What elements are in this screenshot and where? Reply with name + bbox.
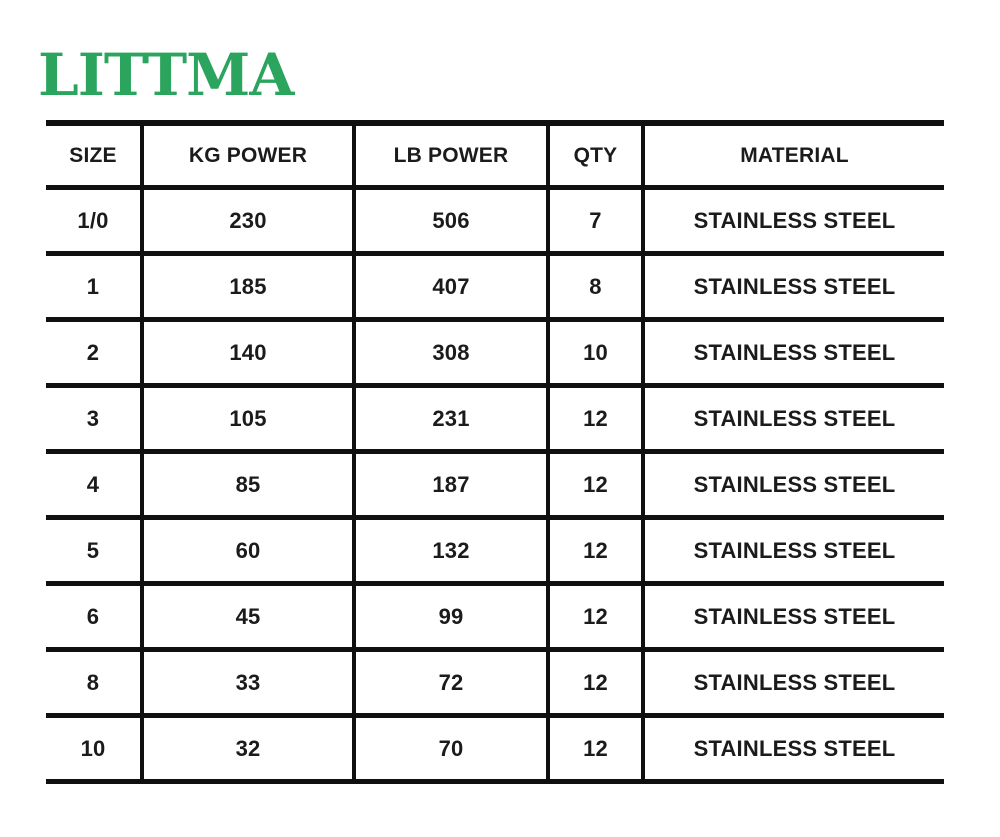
- cell-qty: 12: [548, 583, 645, 652]
- cell-kg-power: 45: [142, 583, 356, 652]
- cell-lb-power: 70: [354, 715, 550, 784]
- cell-qty: 12: [548, 451, 645, 520]
- cell-lb-power: 132: [354, 517, 550, 586]
- table-row: 1 185 407 8 STAINLESS STEEL: [46, 253, 944, 322]
- spec-table: SIZE KG POWER LB POWER QTY MATERIAL 1/0 …: [46, 120, 944, 784]
- cell-size: 10: [46, 715, 144, 784]
- cell-lb-power: 231: [354, 385, 550, 454]
- cell-material: STAINLESS STEEL: [643, 649, 944, 718]
- cell-kg-power: 85: [142, 451, 356, 520]
- cell-material: STAINLESS STEEL: [643, 319, 944, 388]
- cell-qty: 12: [548, 385, 645, 454]
- cell-size: 1: [46, 253, 144, 322]
- table-row: 3 105 231 12 STAINLESS STEEL: [46, 385, 944, 454]
- table-row: 1/0 230 506 7 STAINLESS STEEL: [46, 187, 944, 256]
- table-row: 4 85 187 12 STAINLESS STEEL: [46, 451, 944, 520]
- cell-size: 8: [46, 649, 144, 718]
- table-row: 10 32 70 12 STAINLESS STEEL: [46, 715, 944, 784]
- brand-title: LITTMA: [38, 41, 294, 109]
- cell-lb-power: 72: [354, 649, 550, 718]
- cell-material: STAINLESS STEEL: [643, 253, 944, 322]
- cell-size: 6: [46, 583, 144, 652]
- cell-kg-power: 33: [142, 649, 356, 718]
- cell-lb-power: 308: [354, 319, 550, 388]
- cell-material: STAINLESS STEEL: [643, 517, 944, 586]
- cell-kg-power: 140: [142, 319, 356, 388]
- cell-qty: 12: [548, 517, 645, 586]
- cell-lb-power: 99: [354, 583, 550, 652]
- cell-kg-power: 185: [142, 253, 356, 322]
- cell-material: STAINLESS STEEL: [643, 715, 944, 784]
- table-row: 8 33 72 12 STAINLESS STEEL: [46, 649, 944, 718]
- column-header-kg-power: KG POWER: [142, 123, 356, 190]
- cell-size: 1/0: [46, 187, 144, 256]
- cell-lb-power: 407: [354, 253, 550, 322]
- cell-material: STAINLESS STEEL: [643, 583, 944, 652]
- header-row: SIZE KG POWER LB POWER QTY MATERIAL: [46, 123, 944, 190]
- cell-size: 5: [46, 517, 144, 586]
- cell-qty: 12: [548, 649, 645, 718]
- cell-qty: 8: [548, 253, 645, 322]
- cell-kg-power: 32: [142, 715, 356, 784]
- cell-material: STAINLESS STEEL: [643, 385, 944, 454]
- cell-material: STAINLESS STEEL: [643, 451, 944, 520]
- cell-size: 4: [46, 451, 144, 520]
- cell-size: 2: [46, 319, 144, 388]
- table-row: 6 45 99 12 STAINLESS STEEL: [46, 583, 944, 652]
- cell-qty: 12: [548, 715, 645, 784]
- column-header-size: SIZE: [46, 123, 144, 190]
- table-row: 2 140 308 10 STAINLESS STEEL: [46, 319, 944, 388]
- cell-lb-power: 187: [354, 451, 550, 520]
- column-header-lb-power: LB POWER: [354, 123, 550, 190]
- cell-kg-power: 230: [142, 187, 356, 256]
- column-header-material: MATERIAL: [643, 123, 944, 190]
- cell-kg-power: 60: [142, 517, 356, 586]
- column-header-qty: QTY: [548, 123, 645, 190]
- cell-qty: 10: [548, 319, 645, 388]
- cell-kg-power: 105: [142, 385, 356, 454]
- table-row: 5 60 132 12 STAINLESS STEEL: [46, 517, 944, 586]
- cell-qty: 7: [548, 187, 645, 256]
- cell-size: 3: [46, 385, 144, 454]
- cell-lb-power: 506: [354, 187, 550, 256]
- cell-material: STAINLESS STEEL: [643, 187, 944, 256]
